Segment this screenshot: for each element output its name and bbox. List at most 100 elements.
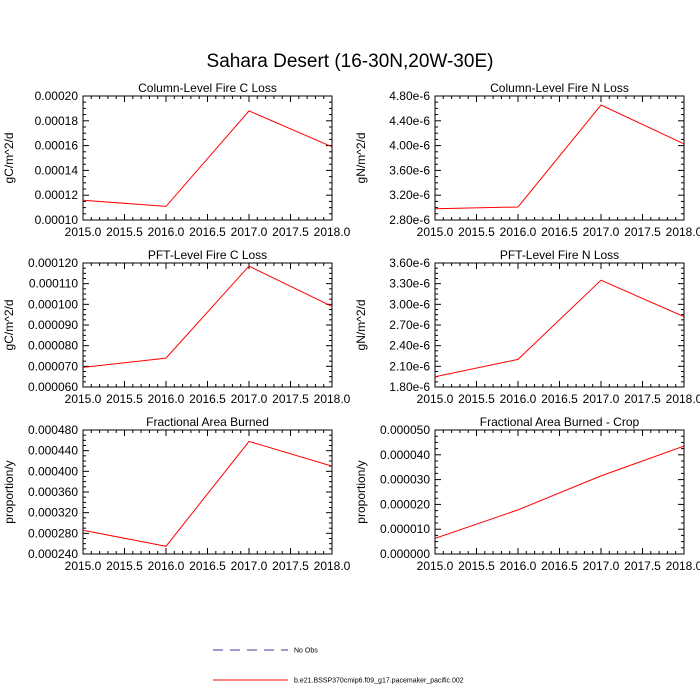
y-tick-label: 3.30e-6 bbox=[389, 277, 430, 291]
y-tick-label: 3.20e-6 bbox=[389, 188, 430, 202]
y-axis-label: gC/m^2/d bbox=[2, 133, 16, 184]
x-tick-label: 2016.5 bbox=[189, 392, 226, 406]
y-tick-label: 1.80e-6 bbox=[389, 380, 430, 394]
y-tick-label: 0.00016 bbox=[35, 139, 79, 153]
y-tick-label: 0.00020 bbox=[35, 89, 79, 103]
x-tick-label: 2017.0 bbox=[231, 392, 268, 406]
y-tick-label: 0.000400 bbox=[28, 464, 78, 478]
y-tick-label: 4.00e-6 bbox=[389, 139, 430, 153]
y-tick-label: 2.40e-6 bbox=[389, 339, 430, 353]
series-line bbox=[435, 279, 684, 378]
x-tick-label: 2016.0 bbox=[500, 559, 537, 573]
y-tick-label: 2.10e-6 bbox=[389, 359, 430, 373]
x-tick-label: 2017.0 bbox=[583, 225, 620, 239]
y-tick-label: 2.80e-6 bbox=[389, 213, 430, 227]
chart-panel-6: Fractional Area Burned - Crop proportion/… bbox=[354, 415, 700, 573]
legend-no-obs-label: No Obs bbox=[294, 648, 318, 655]
y-tick-label: 3.60e-6 bbox=[389, 256, 430, 270]
x-tick-label: 2017.0 bbox=[231, 559, 268, 573]
x-tick-label: 2015.0 bbox=[65, 559, 102, 573]
x-tick-label: 2016.5 bbox=[189, 225, 226, 239]
panel-title: Fractional Area Burned bbox=[146, 415, 269, 429]
x-tick-label: 2015.5 bbox=[106, 559, 143, 573]
y-axis-label: gC/m^2/d bbox=[2, 300, 16, 351]
plot-frame bbox=[434, 95, 685, 221]
y-tick-label: 0.000480 bbox=[28, 423, 78, 437]
series-line bbox=[435, 104, 684, 210]
series-line bbox=[83, 110, 332, 207]
chart-panel-2: Column-Level Fire N Loss gN/m^2/d 2015.0 20… bbox=[354, 81, 700, 239]
x-tick-label: 2018.0 bbox=[314, 392, 351, 406]
y-tick-label: 0.000280 bbox=[28, 526, 78, 540]
y-axis-label: gN/m^2/d bbox=[354, 300, 368, 351]
y-tick-label: 0.00010 bbox=[35, 213, 79, 227]
y-axis-label: proportion/y bbox=[2, 460, 16, 523]
x-tick-label: 2016.0 bbox=[500, 225, 537, 239]
panel-title: PFT-Level Fire N Loss bbox=[500, 248, 619, 262]
y-tick-label: 0.000060 bbox=[28, 380, 78, 394]
x-tick-label: 2018.0 bbox=[314, 225, 351, 239]
x-tick-label: 2016.0 bbox=[148, 225, 185, 239]
y-tick-label: 2.70e-6 bbox=[389, 318, 430, 332]
x-tick-label: 2017.5 bbox=[624, 392, 661, 406]
y-tick-label: 0.000240 bbox=[28, 547, 78, 561]
x-tick-label: 2015.5 bbox=[458, 392, 495, 406]
x-tick-label: 2015.0 bbox=[417, 225, 454, 239]
y-tick-label: 3.60e-6 bbox=[389, 163, 430, 177]
x-tick-label: 2015.0 bbox=[65, 392, 102, 406]
y-tick-label: 4.80e-6 bbox=[389, 89, 430, 103]
x-tick-label: 2016.0 bbox=[148, 559, 185, 573]
x-tick-label: 2017.5 bbox=[624, 225, 661, 239]
y-tick-label: 3.00e-6 bbox=[389, 297, 430, 311]
x-tick-label: 2016.0 bbox=[148, 392, 185, 406]
x-tick-label: 2018.0 bbox=[666, 392, 700, 406]
y-axis-label: proportion/y bbox=[354, 460, 368, 523]
y-tick-label: 0.000000 bbox=[380, 547, 430, 561]
x-tick-label: 2015.5 bbox=[458, 225, 495, 239]
panel-title: Column-Level Fire N Loss bbox=[490, 81, 629, 95]
x-tick-label: 2016.5 bbox=[189, 559, 226, 573]
plot-frame bbox=[434, 429, 685, 555]
y-tick-label: 0.000110 bbox=[29, 277, 78, 291]
y-tick-label: 0.000120 bbox=[28, 256, 78, 270]
y-tick-label: 0.000040 bbox=[380, 448, 430, 462]
y-tick-label: 0.000090 bbox=[28, 318, 78, 332]
y-tick-label: 0.000100 bbox=[28, 297, 78, 311]
y-tick-label: 0.000360 bbox=[28, 485, 78, 499]
x-tick-label: 2015.5 bbox=[106, 225, 143, 239]
x-tick-label: 2016.5 bbox=[541, 392, 578, 406]
x-tick-label: 2015.0 bbox=[65, 225, 102, 239]
plot-frame bbox=[434, 262, 685, 388]
x-tick-label: 2015.0 bbox=[417, 559, 454, 573]
y-tick-label: 0.00014 bbox=[35, 163, 79, 177]
legend: No Obs b.e21.BSSP370cmip6.f09_g17.pacema… bbox=[213, 648, 464, 685]
x-tick-label: 2017.0 bbox=[231, 225, 268, 239]
x-tick-label: 2018.0 bbox=[314, 559, 351, 573]
y-tick-label: 0.00018 bbox=[35, 114, 79, 128]
plot-frame bbox=[82, 429, 333, 555]
chart-panel-5: Fractional Area Burned proportion/y 2015.0… bbox=[2, 415, 351, 573]
x-tick-label: 2017.5 bbox=[272, 392, 309, 406]
figure-title: Sahara Desert (16-30N,20W-30E) bbox=[207, 51, 494, 72]
x-tick-label: 2018.0 bbox=[666, 559, 700, 573]
x-tick-label: 2015.5 bbox=[458, 559, 495, 573]
y-tick-label: 0.000050 bbox=[380, 423, 430, 437]
y-tick-label: 0.000010 bbox=[380, 522, 430, 536]
y-tick-label: 0.000030 bbox=[380, 473, 430, 487]
panel-title: Column-Level Fire C Loss bbox=[138, 81, 277, 95]
panel-title: Fractional Area Burned - Crop bbox=[480, 415, 640, 429]
y-axis-label: gN/m^2/d bbox=[354, 133, 368, 184]
x-tick-label: 2015.0 bbox=[417, 392, 454, 406]
chart-panel-3: PFT-Level Fire C Loss gC/m^2/d 2015.0 2015.… bbox=[2, 248, 351, 406]
x-tick-label: 2016.5 bbox=[541, 225, 578, 239]
y-tick-label: 0.000080 bbox=[28, 339, 78, 353]
series-line bbox=[435, 445, 684, 539]
x-tick-label: 2017.0 bbox=[583, 392, 620, 406]
y-tick-label: 0.000070 bbox=[28, 359, 78, 373]
y-tick-label: 0.000440 bbox=[28, 444, 78, 458]
x-tick-label: 2017.5 bbox=[272, 559, 309, 573]
y-tick-label: 0.00012 bbox=[35, 188, 79, 202]
series-line bbox=[83, 265, 332, 368]
x-tick-label: 2017.5 bbox=[272, 225, 309, 239]
